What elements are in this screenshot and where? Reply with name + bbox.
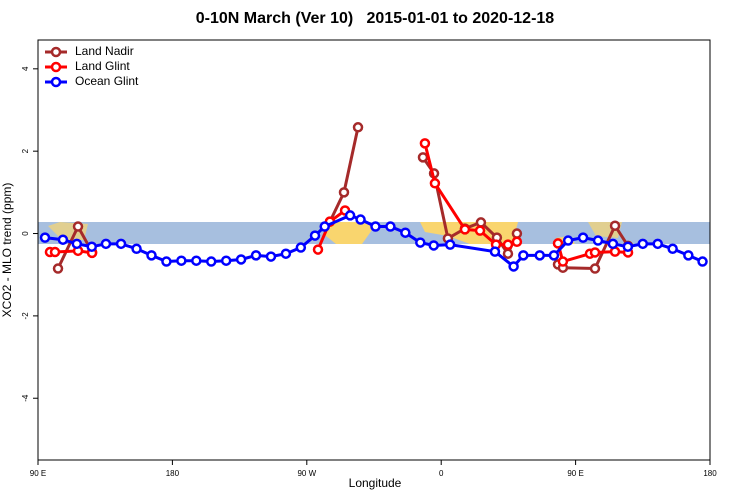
point [100, 238, 112, 250]
point [607, 238, 619, 250]
point [86, 241, 98, 252]
plot-frame [37, 39, 711, 461]
point [511, 228, 523, 239]
point [57, 234, 69, 245]
point [417, 152, 429, 163]
point [309, 230, 321, 241]
point [161, 256, 172, 267]
point [622, 241, 634, 252]
point [370, 221, 381, 232]
point [592, 235, 604, 246]
point [589, 263, 601, 274]
point [265, 251, 277, 262]
y-tick-label: 4 [21, 66, 30, 71]
point [115, 238, 127, 250]
x-tick-label: 90 W [297, 469, 316, 478]
point [146, 250, 157, 261]
point [319, 221, 330, 232]
point [52, 263, 64, 274]
point [419, 138, 431, 149]
point [502, 248, 514, 259]
point [49, 246, 61, 258]
x-axis-label: Longitude [349, 476, 402, 490]
y-tick-label: 2 [21, 148, 30, 153]
point [235, 254, 247, 265]
point [475, 217, 487, 228]
y-tick-label: -4 [21, 394, 30, 402]
point [474, 225, 486, 236]
point [312, 244, 324, 255]
series-line [56, 126, 630, 271]
x-tick-label: 180 [703, 469, 717, 478]
legend-label: Ocean Glint [75, 74, 139, 88]
point [667, 243, 678, 255]
point [548, 250, 560, 261]
point [131, 243, 142, 255]
point [344, 210, 356, 221]
point [652, 238, 663, 250]
point [609, 220, 621, 231]
point [552, 238, 564, 249]
legend-label: Land Glint [75, 59, 130, 73]
ocean-band [38, 222, 710, 244]
point [191, 255, 202, 266]
legend-marker [50, 46, 62, 58]
point [72, 221, 84, 232]
point [39, 232, 51, 243]
point [71, 238, 83, 250]
x-tick-label: 90 E [567, 469, 583, 478]
point [250, 250, 262, 261]
point [176, 255, 187, 266]
point [637, 238, 649, 250]
point [459, 224, 471, 235]
y-tick-label: -2 [21, 312, 30, 320]
point [534, 250, 546, 261]
point [562, 235, 574, 246]
point [400, 227, 411, 238]
point [444, 239, 456, 250]
x-tick-label: 90 E [30, 469, 46, 478]
x-tick-label: 180 [166, 469, 180, 478]
point [577, 232, 589, 243]
y-axis-label: XCO2 - MLO trend (ppm) [0, 183, 14, 318]
point [557, 256, 569, 267]
point [429, 178, 441, 189]
point [338, 187, 350, 198]
chart-title: 0-10N March (Ver 10) 2015-01-01 to 2020-… [196, 10, 555, 27]
legend-marker [50, 61, 62, 73]
x-tick-label: 0 [439, 469, 444, 478]
point [697, 256, 708, 267]
point [511, 236, 523, 248]
point [205, 256, 217, 267]
land-patch [322, 222, 372, 244]
point [508, 261, 519, 272]
point [295, 242, 307, 253]
point [428, 240, 439, 251]
point [502, 239, 514, 250]
legend-marker [50, 76, 62, 88]
point [355, 214, 366, 225]
point [415, 237, 426, 248]
point [683, 250, 694, 261]
point [352, 122, 364, 133]
y-tick-label: 0 [21, 231, 30, 236]
point [280, 248, 292, 259]
point [220, 255, 232, 266]
point [489, 246, 501, 257]
point [589, 247, 601, 258]
point [518, 250, 529, 261]
legend-label: Land Nadir [75, 44, 134, 58]
point [385, 221, 396, 232]
